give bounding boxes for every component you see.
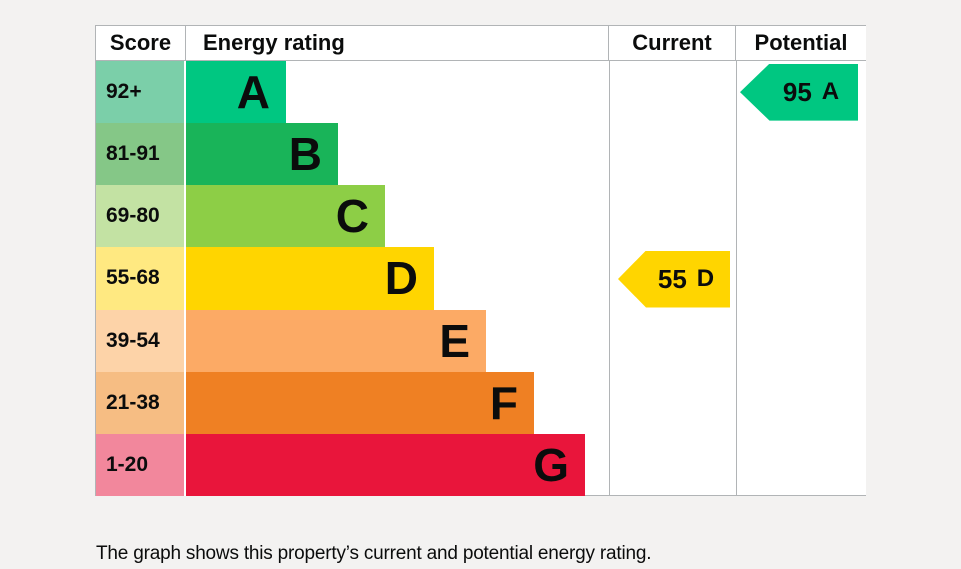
band-row-f: 21-38 F <box>96 371 609 434</box>
epc-rating-chart: Score Energy rating Current Potential 92… <box>95 25 866 496</box>
score-column-header: Score <box>96 26 186 60</box>
score-range-label: 92+ <box>96 61 186 124</box>
chart-caption: The graph shows this property’s current … <box>96 543 652 564</box>
band-row-e: 39-54 E <box>96 309 609 372</box>
score-range-label: 81-91 <box>96 123 186 186</box>
score-range-label: 55-68 <box>96 247 186 310</box>
rating-bar-g: G <box>186 433 585 496</box>
band-letter: E <box>439 314 470 367</box>
score-range-label: 21-38 <box>96 371 186 434</box>
table-bottom-border <box>585 495 866 496</box>
rating-bar-f: F <box>186 371 534 434</box>
band-letter: C <box>335 190 369 243</box>
band-row-b: 81-91 B <box>96 123 609 186</box>
current-rating-arrow: 55 D <box>618 250 730 308</box>
current-band-letter: D <box>696 265 715 292</box>
potential-rating-arrow: 95 A <box>740 63 858 121</box>
potential-column: 95 A <box>736 61 866 496</box>
score-range-label: 39-54 <box>96 309 186 372</box>
score-range-label: 69-80 <box>96 185 186 248</box>
band-letter: B <box>288 128 322 181</box>
score-range-label: 1-20 <box>96 433 186 496</box>
potential-score-value: 95 <box>782 76 812 107</box>
current-column: 55 D <box>609 61 736 496</box>
band-letter: D <box>384 252 418 305</box>
rating-bar-d: D <box>186 247 434 310</box>
energy-rating-column-header: Energy rating <box>186 26 609 60</box>
band-rows: 92+ A 81-91 B 69-80 C 55-68 D 39-54 E 21… <box>96 61 609 496</box>
band-row-d: 55-68 D <box>96 247 609 310</box>
rating-bar-b: B <box>186 123 338 186</box>
rating-bar-c: C <box>186 185 385 248</box>
potential-band-letter: A <box>821 78 840 106</box>
current-column-header: Current <box>609 26 736 60</box>
rating-bar-a: A <box>186 61 286 124</box>
band-row-c: 69-80 C <box>96 185 609 248</box>
band-row-g: 1-20 G <box>96 433 609 496</box>
rating-bar-e: E <box>186 309 486 372</box>
band-letter: A <box>236 66 270 119</box>
chart-body: 92+ A 81-91 B 69-80 C 55-68 D 39-54 E 21… <box>96 61 866 496</box>
chart-header-row: Score Energy rating Current Potential <box>96 26 866 61</box>
band-row-a: 92+ A <box>96 61 609 124</box>
potential-column-header: Potential <box>754 30 848 55</box>
band-letter: G <box>533 438 569 491</box>
current-score-value: 55 <box>657 263 687 294</box>
band-letter: F <box>489 376 518 429</box>
